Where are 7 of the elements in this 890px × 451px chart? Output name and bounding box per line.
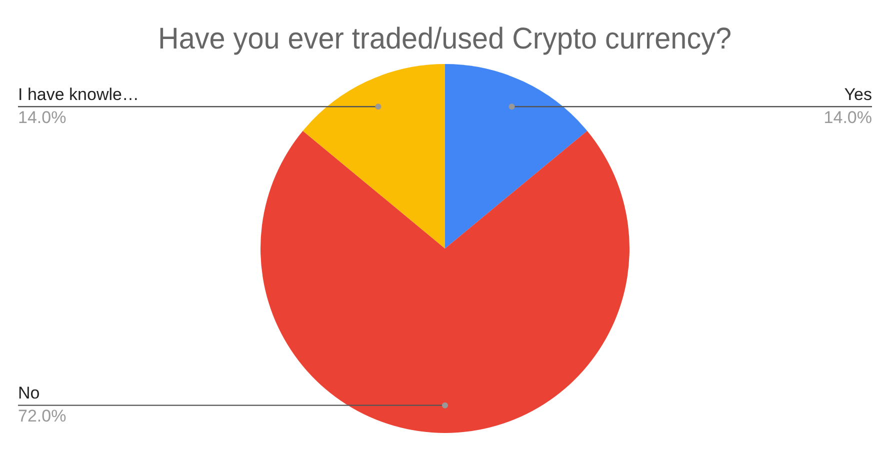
slice-label: I have knowle… [18,84,139,104]
data-label: 14.0% [824,108,872,127]
data-label: 14.0% [18,108,66,127]
slice-label: No [18,384,40,403]
data-label: 72.0% [18,406,66,426]
chart-title: Have you ever traded/used Crypto currency? [158,22,732,56]
slice-label: Yes [844,84,872,104]
